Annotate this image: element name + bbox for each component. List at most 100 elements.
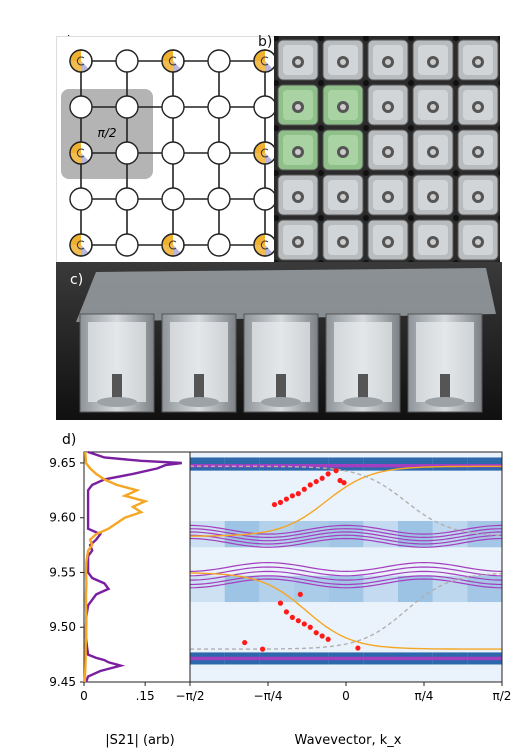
resonator-cell [412, 129, 454, 171]
measured-point [301, 621, 307, 627]
measured-point [289, 493, 295, 499]
edge-state-lower [189, 572, 502, 650]
lattice-site [161, 95, 185, 119]
measured-point [259, 646, 266, 652]
measured-point [325, 471, 331, 477]
y-tick-label: 9.55 [49, 565, 76, 579]
measured-point [289, 614, 295, 620]
measured-point [333, 468, 339, 474]
resonator-cell [367, 129, 409, 171]
panel-d-plot: d) 9.45 9.50 9.55 9.60 9.65 0 .15 −π/2 −π/4 0 π/4… [49, 432, 512, 748]
resonator-cell [277, 84, 319, 126]
lattice-sites [69, 49, 277, 257]
resonator-cell [412, 84, 454, 126]
lattice-site [207, 187, 231, 211]
resonator-cell [367, 174, 409, 216]
lattice-site [115, 49, 139, 73]
measured-point [295, 618, 301, 624]
edge-state-lower-dashed [190, 572, 503, 650]
lattice-diagram: π/2 [56, 36, 278, 264]
measured-point [313, 630, 319, 636]
lattice-site [69, 49, 93, 73]
resonator-cell [457, 219, 499, 261]
resonator-cavity [407, 313, 483, 413]
transmission-subplot: 9.45 9.50 9.55 9.60 9.65 0 .15 [49, 450, 191, 703]
resonator-cell [277, 174, 319, 216]
x-tick-label: −π/2 [176, 689, 205, 703]
resonator-cavity [243, 313, 319, 413]
x-tick-label: 0 [80, 689, 88, 703]
measured-point [307, 482, 313, 488]
heat-cell [363, 575, 398, 603]
x-tick-label: 0 [342, 689, 350, 703]
measured-point [301, 486, 307, 492]
measured-point [355, 645, 361, 651]
edge-state-upper [189, 465, 502, 537]
measured-point [295, 491, 301, 497]
measured-point [337, 477, 343, 484]
heat-cell [294, 575, 329, 603]
lattice-site [115, 187, 139, 211]
bulk-band [189, 561, 503, 573]
x-tick-label: π/2 [493, 689, 512, 703]
measured-point [283, 496, 290, 502]
resonator-cell [277, 39, 319, 81]
resonator-cavity [79, 313, 155, 413]
resonator-cell [367, 219, 409, 261]
measured-point [307, 624, 313, 630]
lattice-site [207, 141, 231, 165]
lattice-site [253, 141, 277, 165]
resonator-cell [367, 84, 409, 126]
gauge-label: π/2 [98, 126, 117, 140]
resonator-cell [322, 219, 364, 261]
resonator-cell [457, 129, 499, 171]
edge-state-upper-dashed [190, 465, 503, 537]
lattice-site [69, 141, 93, 165]
y-tick-label: 9.50 [49, 620, 76, 634]
bulk-band [189, 566, 503, 577]
lattice-site [69, 187, 93, 211]
measured-point [313, 478, 319, 485]
panel-c-label: c) [70, 272, 84, 288]
lattice-site [207, 49, 231, 73]
lattice-site [115, 141, 139, 165]
panel-d-label: d) [62, 432, 76, 448]
resonator-cell [322, 39, 364, 81]
lattice-site [253, 49, 277, 73]
lattice-site [253, 233, 277, 257]
resonator-cell [277, 129, 319, 171]
lattice-site [161, 49, 185, 73]
lattice-site [161, 187, 185, 211]
resonator-cell [277, 219, 319, 261]
lattice-site [161, 233, 185, 257]
resonator-cell [322, 129, 364, 171]
lattice-site [253, 95, 277, 119]
y-tick-label: 9.65 [49, 456, 76, 470]
bulk-band [189, 534, 503, 545]
resonator-cell [457, 174, 499, 216]
bulk-band [189, 537, 503, 548]
y-tick-label: 9.45 [49, 675, 76, 689]
transmission-line-1 [83, 451, 149, 683]
measured-point [319, 475, 325, 481]
measured-point [297, 591, 303, 597]
band-xlabel: Wavevector, k_x [295, 733, 402, 748]
lattice-site [161, 141, 185, 165]
transmission-line-0 [84, 450, 182, 683]
measured-point [283, 609, 290, 615]
measured-point [242, 639, 248, 646]
lattice-site [69, 233, 93, 257]
bulk-band [189, 524, 503, 535]
lattice-site [115, 95, 139, 119]
transmission-xlabel: |S21| (arb) [105, 733, 174, 748]
resonator-cell [322, 174, 364, 216]
resonator-cell [322, 84, 364, 126]
measured-point [277, 499, 284, 505]
resonator-cavity [325, 313, 401, 413]
resonator-cell [457, 84, 499, 126]
resonator-cell [367, 39, 409, 81]
resonator-cell [412, 39, 454, 81]
lattice-site [115, 233, 139, 257]
resonator-cell [412, 174, 454, 216]
resonator-photo-side [56, 262, 502, 420]
